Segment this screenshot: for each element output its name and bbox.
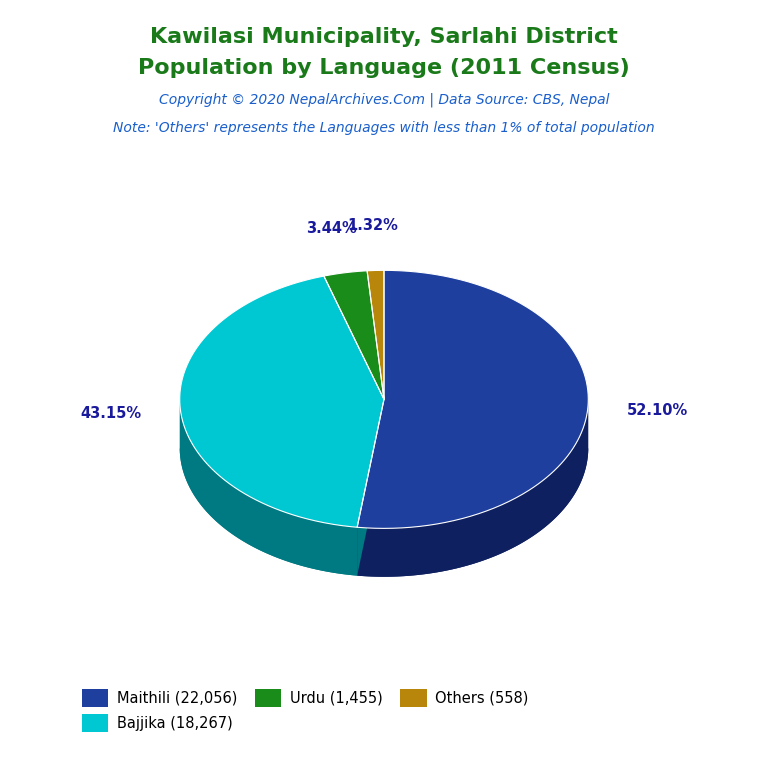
Legend: Maithili (22,056), Bajjika (18,267), Urdu (1,455), Others (558): Maithili (22,056), Bajjika (18,267), Urd…: [76, 683, 535, 738]
Text: 43.15%: 43.15%: [80, 406, 141, 421]
Text: Kawilasi Municipality, Sarlahi District: Kawilasi Municipality, Sarlahi District: [150, 27, 618, 47]
Polygon shape: [357, 400, 588, 577]
Polygon shape: [357, 270, 588, 528]
Text: Note: 'Others' represents the Languages with less than 1% of total population: Note: 'Others' represents the Languages …: [113, 121, 655, 134]
Polygon shape: [357, 399, 384, 576]
Text: Copyright © 2020 NepalArchives.Com | Data Source: CBS, Nepal: Copyright © 2020 NepalArchives.Com | Dat…: [159, 92, 609, 107]
Polygon shape: [180, 276, 384, 528]
Polygon shape: [180, 448, 384, 576]
Polygon shape: [357, 399, 384, 576]
Text: Population by Language (2011 Census): Population by Language (2011 Census): [138, 58, 630, 78]
Polygon shape: [180, 400, 357, 576]
Polygon shape: [357, 448, 588, 577]
Text: 52.10%: 52.10%: [627, 403, 688, 418]
Text: 1.32%: 1.32%: [347, 218, 398, 233]
Polygon shape: [367, 270, 384, 399]
Polygon shape: [324, 271, 384, 399]
Text: 3.44%: 3.44%: [306, 221, 356, 236]
